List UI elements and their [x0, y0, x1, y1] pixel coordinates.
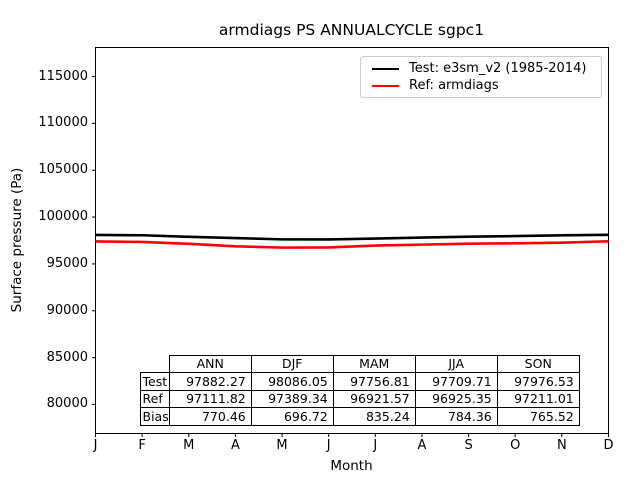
stat-cell: 98086.05: [250, 372, 334, 391]
ref-line-swatch-icon: [372, 84, 399, 87]
x-tick-label: A: [417, 438, 427, 453]
x-tick-label: O: [510, 438, 521, 453]
x-tick-label: M: [276, 438, 288, 453]
stat-cell: 696.72: [250, 407, 334, 426]
stat-cell: 97882.27: [168, 372, 252, 391]
x-tick-label: J: [326, 438, 331, 453]
stat-cell: 96925.35: [414, 389, 498, 408]
y-tick-label: 80000: [46, 396, 88, 412]
row-label-bias: Bias: [139, 407, 170, 426]
y-tick-label: 110000: [38, 115, 88, 131]
x-tick-label: D: [603, 438, 614, 453]
stats-corner-blank: [140, 355, 169, 373]
y-axis-label: Surface pressure (Pa): [9, 167, 25, 313]
x-tick-label: J: [373, 438, 378, 453]
y-tick-label: 100000: [38, 209, 88, 225]
y-tick-label: 115000: [38, 68, 88, 84]
series-line-ref: [95, 239, 609, 249]
stat-cell: 97709.71: [414, 372, 498, 391]
col-header-mam: MAM: [332, 354, 416, 373]
y-tick-label: 85000: [46, 349, 88, 365]
stat-cell: 97976.53: [496, 372, 580, 391]
legend-label-ref: Ref: armdiags: [409, 78, 499, 93]
y-tick-label: 95000: [46, 255, 88, 271]
test-line-swatch-icon: [372, 67, 399, 70]
stats-row-bias: Bias 770.46 696.72 835.24 784.36 765.52: [139, 407, 580, 426]
stat-cell: 765.52: [496, 407, 580, 426]
col-header-djf: DJF: [250, 354, 334, 373]
chart-title: armdiags PS ANNUALCYCLE sgpc1: [218, 21, 485, 39]
stats-row-ref: Ref 97111.82 97389.34 96921.57 96925.35 …: [139, 389, 580, 408]
x-tick-label: M: [183, 438, 195, 453]
row-label-test: Test: [139, 372, 170, 391]
col-header-jja: JJA: [414, 354, 498, 373]
axes-frame: [95, 47, 609, 434]
legend-entry-ref: Ref: armdiags: [369, 77, 593, 94]
x-axis-label: Month: [330, 458, 373, 474]
stats-row-test: Test 97882.27 98086.05 97756.81 97709.71…: [139, 372, 580, 391]
legend: Test: e3sm_v2 (1985-2014) Ref: armdiags: [360, 56, 602, 98]
stat-cell: 770.46: [168, 407, 252, 426]
y-tick-label: 90000: [46, 302, 88, 318]
x-tick-label: J: [93, 438, 98, 453]
stat-cell: 835.24: [332, 407, 416, 426]
row-label-ref: Ref: [139, 389, 170, 408]
seasonal-stats-table: ANN DJF MAM JJA SON Test 97882.27 98086.…: [139, 354, 580, 426]
stat-cell: 96921.57: [332, 389, 416, 408]
legend-label-test: Test: e3sm_v2 (1985-2014): [409, 61, 587, 76]
x-tick-label: N: [556, 438, 567, 453]
stat-cell: 784.36: [414, 407, 498, 426]
x-tick-label: S: [464, 438, 473, 453]
stat-cell: 97211.01: [496, 389, 580, 408]
legend-entry-test: Test: e3sm_v2 (1985-2014): [369, 60, 593, 77]
x-tick-label: F: [138, 438, 146, 453]
series-line-test: [95, 233, 609, 241]
y-tick-label: 105000: [38, 162, 88, 178]
stat-cell: 97756.81: [332, 372, 416, 391]
col-header-ann: ANN: [168, 354, 252, 373]
stats-header-row: ANN DJF MAM JJA SON: [140, 354, 580, 373]
col-header-son: SON: [496, 354, 580, 373]
stat-cell: 97389.34: [250, 389, 334, 408]
stat-cell: 97111.82: [168, 389, 252, 408]
x-tick-label: A: [230, 438, 240, 453]
